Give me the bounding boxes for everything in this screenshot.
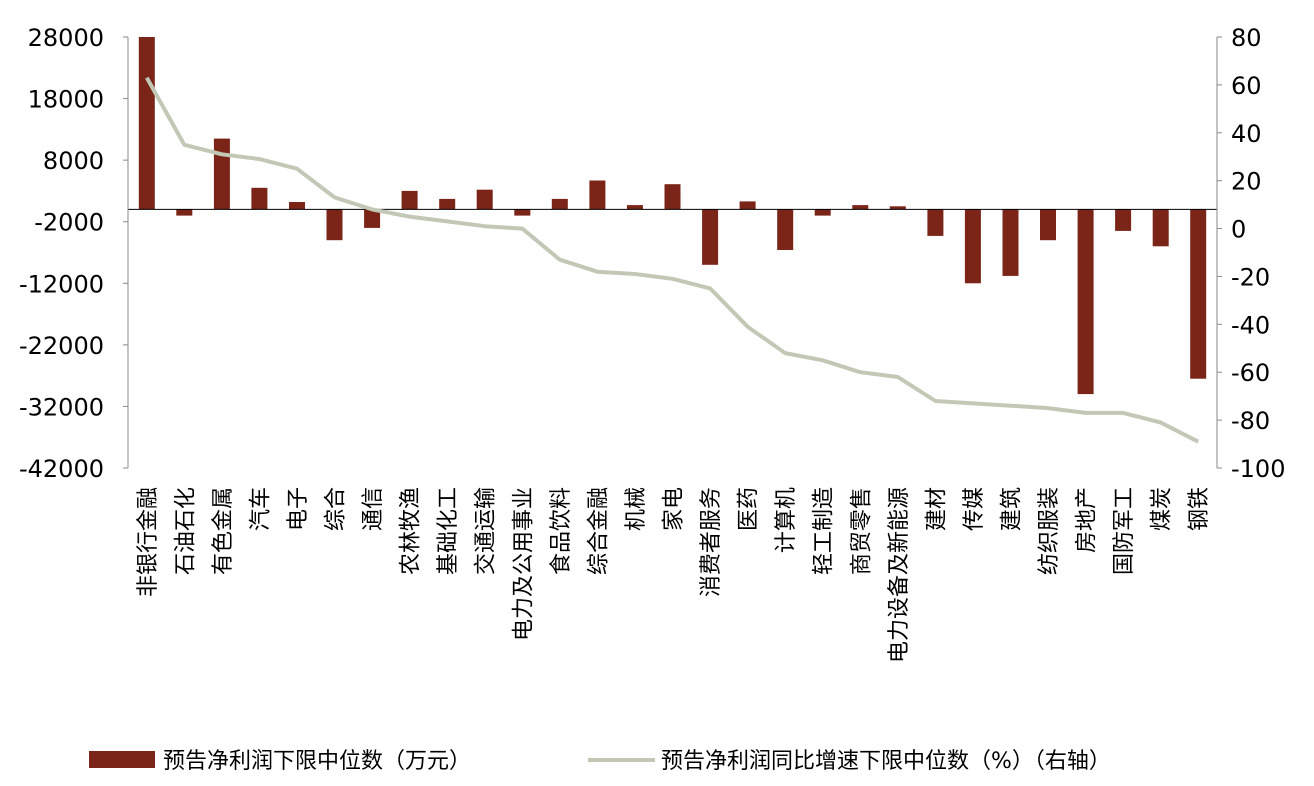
bar-传媒 [964, 209, 981, 284]
category-label: 电力设备及新能源 [887, 487, 912, 663]
bar-国防军工 [1115, 209, 1132, 231]
right-tick-label: -40 [1231, 311, 1270, 339]
bar-交通运输 [476, 189, 493, 210]
bar-综合金融 [589, 180, 606, 210]
bar-医药 [739, 201, 756, 210]
bar-series [138, 37, 1207, 395]
category-label: 机械 [624, 487, 649, 531]
category-label: 建材 [924, 487, 949, 531]
bar-非银行金融 [138, 37, 155, 210]
bar-汽车 [251, 187, 268, 210]
right-tick-label: -60 [1231, 359, 1270, 387]
category-label: 农林牧渔 [399, 487, 424, 575]
bar-家电 [664, 184, 681, 210]
right-tick-label: 20 [1231, 168, 1262, 196]
category-label: 石油石化 [173, 487, 198, 575]
left-tick-label: -32000 [19, 393, 104, 421]
bar-电力及公用事业 [514, 209, 531, 216]
bar-商贸零售 [852, 205, 869, 210]
category-label: 家电 [662, 487, 687, 531]
category-label: 通信 [361, 487, 386, 531]
bar-机械 [626, 205, 643, 210]
category-label: 医药 [737, 487, 762, 531]
right-tick-label: 40 [1231, 120, 1262, 148]
right-tick-label: 60 [1231, 72, 1262, 100]
category-label: 食品饮料 [549, 487, 574, 575]
bar-计算机 [777, 209, 794, 250]
growth-line [145, 76, 1200, 444]
category-label: 电力及公用事业 [511, 487, 536, 641]
left-tick-label: -22000 [19, 332, 104, 360]
legend-line-label: 预告净利润同比增速下限中位数（%）（右轴） [661, 749, 1111, 774]
left-tick-label: -12000 [19, 270, 104, 298]
bar-建筑 [1002, 209, 1019, 276]
right-tick-label: -20 [1231, 263, 1270, 291]
category-label: 传媒 [962, 487, 987, 531]
bar-建材 [927, 209, 944, 236]
bar-有色金属 [213, 138, 230, 210]
right-tick-label: 0 [1231, 216, 1246, 244]
category-label: 电子 [286, 487, 311, 531]
bar-钢铁 [1190, 209, 1207, 379]
category-label: 建筑 [1000, 487, 1025, 531]
bar-房地产 [1077, 209, 1094, 395]
bar-综合 [326, 209, 343, 241]
left-tick-label: 18000 [28, 86, 104, 114]
right-tick-label: -100 [1231, 455, 1285, 483]
bar-农林牧渔 [401, 190, 418, 210]
category-label: 汽车 [248, 487, 273, 531]
category-label: 消费者服务 [699, 487, 724, 597]
bar-通信 [364, 209, 381, 228]
category-label: 商贸零售 [849, 487, 874, 575]
category-label: 有色金属 [211, 487, 236, 575]
category-label: 纺织服装 [1037, 487, 1062, 575]
bar-食品饮料 [551, 198, 568, 210]
category-label: 钢铁 [1187, 487, 1212, 531]
right-tick-label: 80 [1231, 24, 1262, 52]
right-axis-ticks: 80 60 40 20 0 -20 -40 -60 -80 -100 [1217, 24, 1285, 483]
left-tick-label: -2000 [34, 209, 104, 237]
category-label: 煤炭 [1150, 487, 1175, 531]
left-axis-ticks: 28000 18000 8000 -2000 -12000 -22000 -32000 -42… [19, 24, 128, 483]
right-tick-label: -80 [1231, 407, 1270, 435]
bar-基础化工 [439, 198, 456, 210]
left-tick-label: -42000 [19, 455, 104, 483]
left-tick-label: 8000 [43, 147, 104, 175]
legend-bar-swatch [89, 751, 155, 768]
category-labels: 非银行金融 石油石化 有色金属 汽车 电子 综合 通信 农林牧渔 基础化工 交通运输 电力及公用事业… [136, 487, 1212, 663]
category-label: 综合 [324, 487, 349, 531]
legend: 预告净利润下限中位数（万元） 预告净利润同比增速下限中位数（%）（右轴） [89, 749, 1111, 774]
category-label: 计算机 [774, 487, 799, 553]
bar-轻工制造 [814, 209, 831, 216]
category-label: 房地产 [1075, 487, 1100, 553]
legend-bar-label: 预告净利润下限中位数（万元） [163, 749, 471, 774]
category-label: 轻工制造 [812, 487, 837, 575]
bar-消费者服务 [702, 209, 719, 265]
bar-石油石化 [176, 209, 193, 216]
category-label: 综合金融 [586, 487, 611, 575]
bar-电子 [289, 202, 305, 210]
bar-电力设备及新能源 [889, 206, 906, 210]
category-label: 非银行金融 [136, 487, 161, 597]
category-label: 基础化工 [436, 487, 461, 575]
left-tick-label: 28000 [28, 24, 104, 52]
bar-纺织服装 [1040, 209, 1056, 241]
bar-煤炭 [1152, 209, 1169, 247]
category-label: 国防军工 [1112, 487, 1137, 575]
category-label: 交通运输 [474, 487, 499, 575]
